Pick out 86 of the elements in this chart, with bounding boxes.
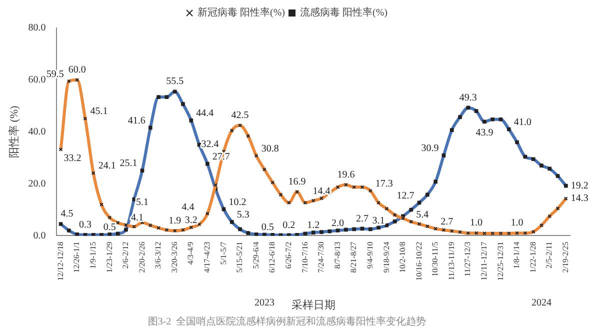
data-label: 16.9 — [288, 176, 306, 188]
x-tick-label: 5/15-5/21 — [235, 242, 244, 273]
data-label: 1.0 — [510, 218, 524, 229]
x-tick-label: 5/29-6/4 — [251, 242, 260, 269]
data-label: 0.2 — [282, 220, 296, 231]
data-label: 44.4 — [196, 108, 214, 120]
x-tick-label: 12/26-1/1 — [72, 242, 82, 273]
x-tick-label: 12/12-12/18 — [56, 242, 65, 281]
data-label: 41.0 — [514, 116, 532, 128]
data-label: 25.1 — [120, 158, 138, 170]
data-label: 1.9 — [168, 215, 182, 226]
y-tick-label: 20.0 — [28, 178, 46, 190]
x-tick-label: 2/19-2/25 — [561, 242, 570, 273]
data-label: 10.2 — [228, 196, 246, 208]
data-label: 3.1 — [372, 215, 385, 226]
data-label: 0.5 — [261, 222, 274, 234]
data-label: 60.0 — [68, 64, 86, 76]
data-label: 1.2 — [307, 220, 320, 232]
data-label: 5.1 — [136, 197, 148, 208]
x-tick-label: 7/24-7/30 — [316, 242, 326, 273]
x-tick-label: 1/22-1/28 — [528, 242, 538, 273]
text: 2024 — [531, 298, 552, 309]
x-tick-label: 4/17-4/23 — [202, 242, 212, 273]
x-tick-label: 2/5-2/11 — [544, 242, 554, 269]
data-label: 43.9 — [476, 127, 494, 138]
x-tick-label: 1/9-1/15 — [88, 242, 98, 269]
x-tick-label: 2/6-2/12 — [121, 242, 130, 269]
data-label: 19.2 — [570, 180, 588, 192]
data-label: 3.2 — [184, 215, 198, 226]
x-tick-label: 11/27-12/3 — [463, 242, 472, 277]
legend-label: 新冠病毒 阳性率(%) — [198, 6, 286, 19]
data-label: 0.3 — [78, 220, 92, 231]
x-tick-label: 8/7-8/13 — [332, 242, 342, 269]
data-label: 55.5 — [166, 76, 184, 88]
legend-label: 流感病毒 阳性率(%) — [300, 6, 388, 19]
x-tick-label: 9/18-9/24 — [382, 242, 391, 273]
x-tick-label: 3/20-3/26 — [170, 242, 179, 273]
x-tick-label: 2/20-2/26 — [137, 242, 146, 273]
data-label: 41.6 — [128, 115, 146, 126]
x-tick-label: 12/11-12/17 — [480, 242, 489, 281]
data-label: 33.2 — [64, 153, 82, 164]
data-label: 42.5 — [231, 110, 249, 121]
data-label: 2.7 — [440, 216, 454, 228]
y-tick-label: 60.0 — [28, 74, 46, 86]
data-label: 32.4 — [201, 139, 219, 150]
data-label: 1.0 — [470, 218, 483, 229]
data-label: 2.0 — [332, 218, 344, 230]
y-tick-label: 40.0 — [28, 126, 46, 138]
x-axis-title: 采样日期 — [291, 298, 336, 312]
text: 图3-2 全国哨点医院流感样病例新冠和流感病毒阳性率变化趋势 — [148, 316, 426, 328]
data-label: 17.3 — [375, 178, 393, 190]
x-tick-label: 1/23-1/29 — [104, 242, 114, 273]
x-tick-label: 12/25-12/31 — [496, 242, 505, 281]
data-label: 14.4 — [312, 186, 330, 197]
data-label: 30.9 — [421, 143, 439, 154]
x-tick-label: 10/30-11/5 — [430, 242, 440, 277]
data-label: 12.7 — [396, 190, 414, 202]
y-axis-title: 阳性率 (%) — [7, 105, 20, 158]
data-label: 19.6 — [337, 169, 355, 180]
x-tick-label: 8/21-8/27 — [349, 242, 358, 273]
x-tick-label: 3/6-3/12 — [154, 242, 163, 269]
x-tick-label: 10/16-10/22 — [414, 242, 424, 281]
x-tick-label: 6/26-7/2 — [284, 242, 293, 269]
data-label: 4.5 — [60, 208, 74, 220]
y-tick-label: 0.0 — [33, 230, 46, 242]
x-tick-label: 9/4-9/10 — [365, 242, 374, 269]
data-label: 4.4 — [182, 202, 194, 213]
x-tick-label: 11/13-11/19 — [446, 242, 456, 280]
data-label: 24.1 — [98, 160, 116, 172]
x-tick-label: 7/10-7/16 — [300, 242, 310, 273]
y-tick-label: 80.0 — [28, 22, 46, 34]
x-tick-label: 6/12-6/18 — [268, 242, 277, 273]
data-label: 45.1 — [90, 106, 108, 118]
data-label: 2.7 — [356, 213, 368, 224]
data-label: 14.3 — [570, 193, 588, 204]
x-tick-label: 10/2-10/8 — [398, 242, 408, 273]
data-label: 5.3 — [236, 210, 250, 221]
x-tick-label: 4/3-4/9 — [186, 242, 196, 265]
x-tick-label: 5/1-5/7 — [218, 242, 228, 265]
data-label: 49.3 — [459, 92, 477, 104]
x-tick-label: 1/8-1/14 — [512, 242, 522, 269]
data-label: 0.5 — [103, 222, 116, 234]
data-label: 4.1 — [130, 212, 144, 224]
data-label: 30.8 — [261, 143, 279, 154]
text: 2023 — [254, 298, 274, 309]
data-label: 5.4 — [416, 209, 429, 220]
